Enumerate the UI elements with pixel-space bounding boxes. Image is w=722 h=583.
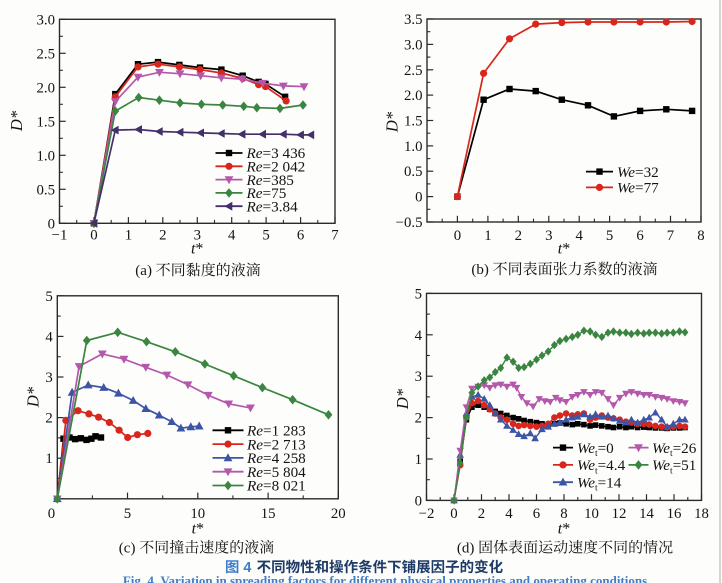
svg-text:D*: D* — [383, 111, 402, 133]
svg-text:Re=75: Re=75 — [246, 185, 287, 202]
svg-text:Re=5 804: Re=5 804 — [246, 464, 306, 481]
svg-text:2.5: 2.5 — [404, 63, 423, 79]
svg-text:1.5: 1.5 — [37, 114, 56, 130]
svg-text:16: 16 — [667, 506, 682, 522]
svg-text:3.0: 3.0 — [404, 37, 423, 53]
svg-text:4: 4 — [45, 329, 53, 345]
svg-text:We=77: We=77 — [617, 180, 659, 197]
svg-text:4: 4 — [575, 228, 583, 244]
svg-text:0: 0 — [48, 216, 55, 232]
svg-text:t*: t* — [191, 241, 203, 258]
svg-text:2.0: 2.0 — [37, 80, 56, 96]
svg-text:3.0: 3.0 — [37, 12, 56, 28]
svg-text:5: 5 — [45, 289, 52, 305]
svg-text:Wet=14: Wet=14 — [577, 474, 622, 493]
svg-text:−2: −2 — [419, 506, 435, 522]
svg-text:1.0: 1.0 — [404, 139, 423, 155]
svg-text:18: 18 — [694, 506, 709, 522]
svg-text:0: 0 — [90, 228, 97, 244]
svg-text:2: 2 — [415, 411, 422, 427]
svg-text:3: 3 — [45, 370, 52, 386]
svg-text:Re=1 283: Re=1 283 — [246, 423, 306, 440]
svg-text:4: 4 — [228, 228, 236, 244]
svg-text:6: 6 — [533, 506, 540, 522]
svg-text:Wet=0: Wet=0 — [577, 440, 614, 459]
svg-text:Re=8 021: Re=8 021 — [246, 478, 306, 495]
svg-text:(d): (d) — [457, 541, 475, 557]
svg-text:0.5: 0.5 — [404, 164, 423, 180]
svg-text:8: 8 — [697, 228, 704, 244]
svg-text:14: 14 — [639, 506, 654, 522]
svg-text:5: 5 — [606, 228, 613, 244]
svg-text:0: 0 — [454, 228, 461, 244]
svg-text:3.5: 3.5 — [404, 12, 423, 28]
svg-text:2: 2 — [478, 506, 485, 522]
svg-text:Re=2 042: Re=2 042 — [246, 159, 306, 176]
svg-text:7: 7 — [667, 228, 674, 244]
svg-text:1: 1 — [484, 228, 491, 244]
svg-text:1: 1 — [415, 452, 422, 468]
svg-text:5: 5 — [124, 506, 131, 522]
svg-text:7: 7 — [331, 228, 338, 244]
svg-text:Wet=51: Wet=51 — [652, 457, 696, 476]
svg-text:4: 4 — [415, 328, 423, 344]
svg-text:(b): (b) — [471, 262, 489, 278]
svg-text:0.5: 0.5 — [37, 182, 56, 198]
svg-text:Re=2 713: Re=2 713 — [246, 436, 306, 453]
svg-text:Re=3 436: Re=3 436 — [246, 145, 306, 162]
svg-text:t*: t* — [192, 521, 204, 538]
svg-text:D*: D* — [393, 388, 412, 410]
svg-text:0: 0 — [415, 493, 422, 509]
svg-text:Fig. 4 Variation in spreading: Fig. 4 Variation in spreading factors fo… — [123, 573, 647, 583]
svg-text:10: 10 — [190, 506, 205, 522]
svg-text:0: 0 — [450, 506, 457, 522]
svg-text:0: 0 — [48, 506, 55, 522]
svg-text:2: 2 — [515, 228, 522, 244]
svg-text:Re=3.84: Re=3.84 — [246, 198, 299, 215]
svg-text:1.5: 1.5 — [404, 114, 423, 130]
svg-text:Re=385: Re=385 — [246, 172, 294, 189]
svg-text:15: 15 — [261, 506, 276, 522]
svg-text:6: 6 — [297, 228, 304, 244]
svg-text:10: 10 — [584, 506, 599, 522]
svg-text:D*: D* — [7, 110, 26, 132]
svg-text:1.0: 1.0 — [37, 148, 56, 164]
svg-text:(a): (a) — [135, 263, 152, 279]
svg-text:12: 12 — [612, 506, 627, 522]
svg-text:6: 6 — [636, 228, 643, 244]
svg-text:t*: t* — [558, 241, 570, 258]
svg-text:(c): (c) — [119, 541, 136, 557]
svg-text:2.5: 2.5 — [37, 46, 56, 62]
svg-text:8: 8 — [560, 506, 567, 522]
svg-text:Wet=26: Wet=26 — [652, 440, 697, 459]
svg-text:We=32: We=32 — [617, 164, 659, 181]
svg-text:3: 3 — [415, 369, 422, 385]
svg-text:−0.5: −0.5 — [396, 215, 423, 231]
svg-text:5: 5 — [262, 228, 269, 244]
svg-text:4: 4 — [505, 506, 513, 522]
svg-text:Wet=4.4: Wet=4.4 — [577, 457, 626, 476]
svg-text:2: 2 — [45, 411, 52, 427]
svg-text:1: 1 — [45, 451, 52, 467]
svg-text:t*: t* — [558, 521, 570, 538]
svg-text:20: 20 — [331, 506, 346, 522]
svg-text:1: 1 — [125, 228, 132, 244]
svg-text:2.0: 2.0 — [404, 88, 423, 104]
svg-text:−1: −1 — [52, 228, 68, 244]
svg-text:2: 2 — [159, 228, 166, 244]
svg-text:0: 0 — [415, 190, 422, 206]
svg-text:3: 3 — [194, 228, 201, 244]
svg-text:4: 4 — [243, 560, 251, 576]
svg-text:D*: D* — [24, 386, 43, 408]
svg-text:Re=4 258: Re=4 258 — [246, 450, 306, 467]
svg-text:3: 3 — [545, 228, 552, 244]
svg-text:5: 5 — [415, 286, 422, 302]
